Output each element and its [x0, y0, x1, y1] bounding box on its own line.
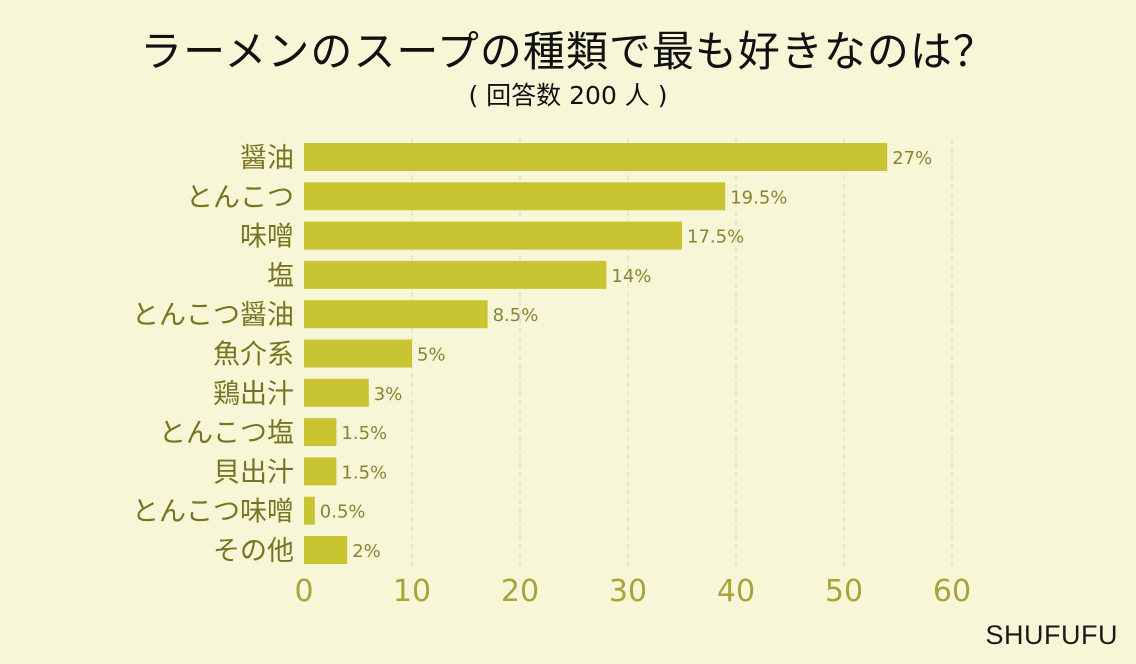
- category-label: とんこつ味噌: [132, 497, 294, 528]
- category-label: その他: [213, 536, 294, 567]
- bar: [304, 260, 607, 289]
- category-label: 鶏出汁: [213, 379, 294, 410]
- category-label: 醤油: [240, 143, 294, 174]
- category-label: 魚介系: [213, 340, 294, 371]
- category-label: とんこつ醤油: [132, 300, 294, 331]
- category-label: 貝出汁: [213, 457, 294, 488]
- x-tick-label: 20: [501, 574, 539, 609]
- x-tick-label: 30: [609, 574, 647, 609]
- category-label: とんこつ: [186, 182, 294, 213]
- x-tick-label: 10: [393, 574, 431, 609]
- bar: [304, 221, 682, 250]
- category-label: 塩: [267, 261, 294, 292]
- bar: [304, 418, 337, 447]
- data-label: 8.5%: [493, 305, 539, 326]
- bar: [304, 496, 315, 525]
- data-label: 2%: [352, 541, 381, 562]
- data-label: 1.5%: [341, 423, 387, 444]
- x-tick-label: 40: [717, 574, 755, 609]
- data-label: 1.5%: [341, 462, 387, 483]
- category-label: 味噌: [240, 222, 294, 253]
- data-label: 27%: [892, 148, 932, 169]
- chart-subtitle: ( 回答数 200 人 ): [468, 81, 668, 110]
- x-tick-label: 0: [294, 574, 313, 609]
- bar: [304, 339, 412, 368]
- bar: [304, 143, 888, 171]
- data-label: 3%: [374, 384, 403, 405]
- bar: [304, 457, 337, 486]
- data-label: 19.5%: [730, 187, 787, 208]
- x-tick-label: 60: [933, 574, 971, 609]
- data-label: 14%: [611, 266, 651, 287]
- bar: [304, 182, 726, 211]
- bar: [304, 300, 488, 329]
- category-label: とんこつ塩: [159, 418, 294, 449]
- watermark: SHUFUFU: [985, 620, 1118, 650]
- chart-title: ラーメンのスープの種類で最も好きなのは？: [140, 27, 996, 76]
- data-label: 17.5%: [687, 227, 744, 248]
- bar: [304, 536, 348, 564]
- data-label: 5%: [417, 345, 446, 366]
- data-label: 0.5%: [320, 502, 366, 523]
- bar: [304, 378, 369, 407]
- x-tick-label: 50: [825, 574, 863, 609]
